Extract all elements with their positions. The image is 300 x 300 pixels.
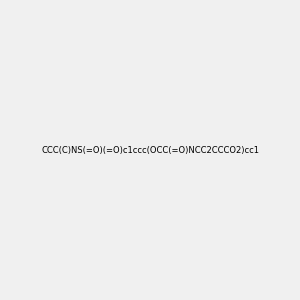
Text: CCC(C)NS(=O)(=O)c1ccc(OCC(=O)NCC2CCCO2)cc1: CCC(C)NS(=O)(=O)c1ccc(OCC(=O)NCC2CCCO2)c… xyxy=(41,146,259,154)
